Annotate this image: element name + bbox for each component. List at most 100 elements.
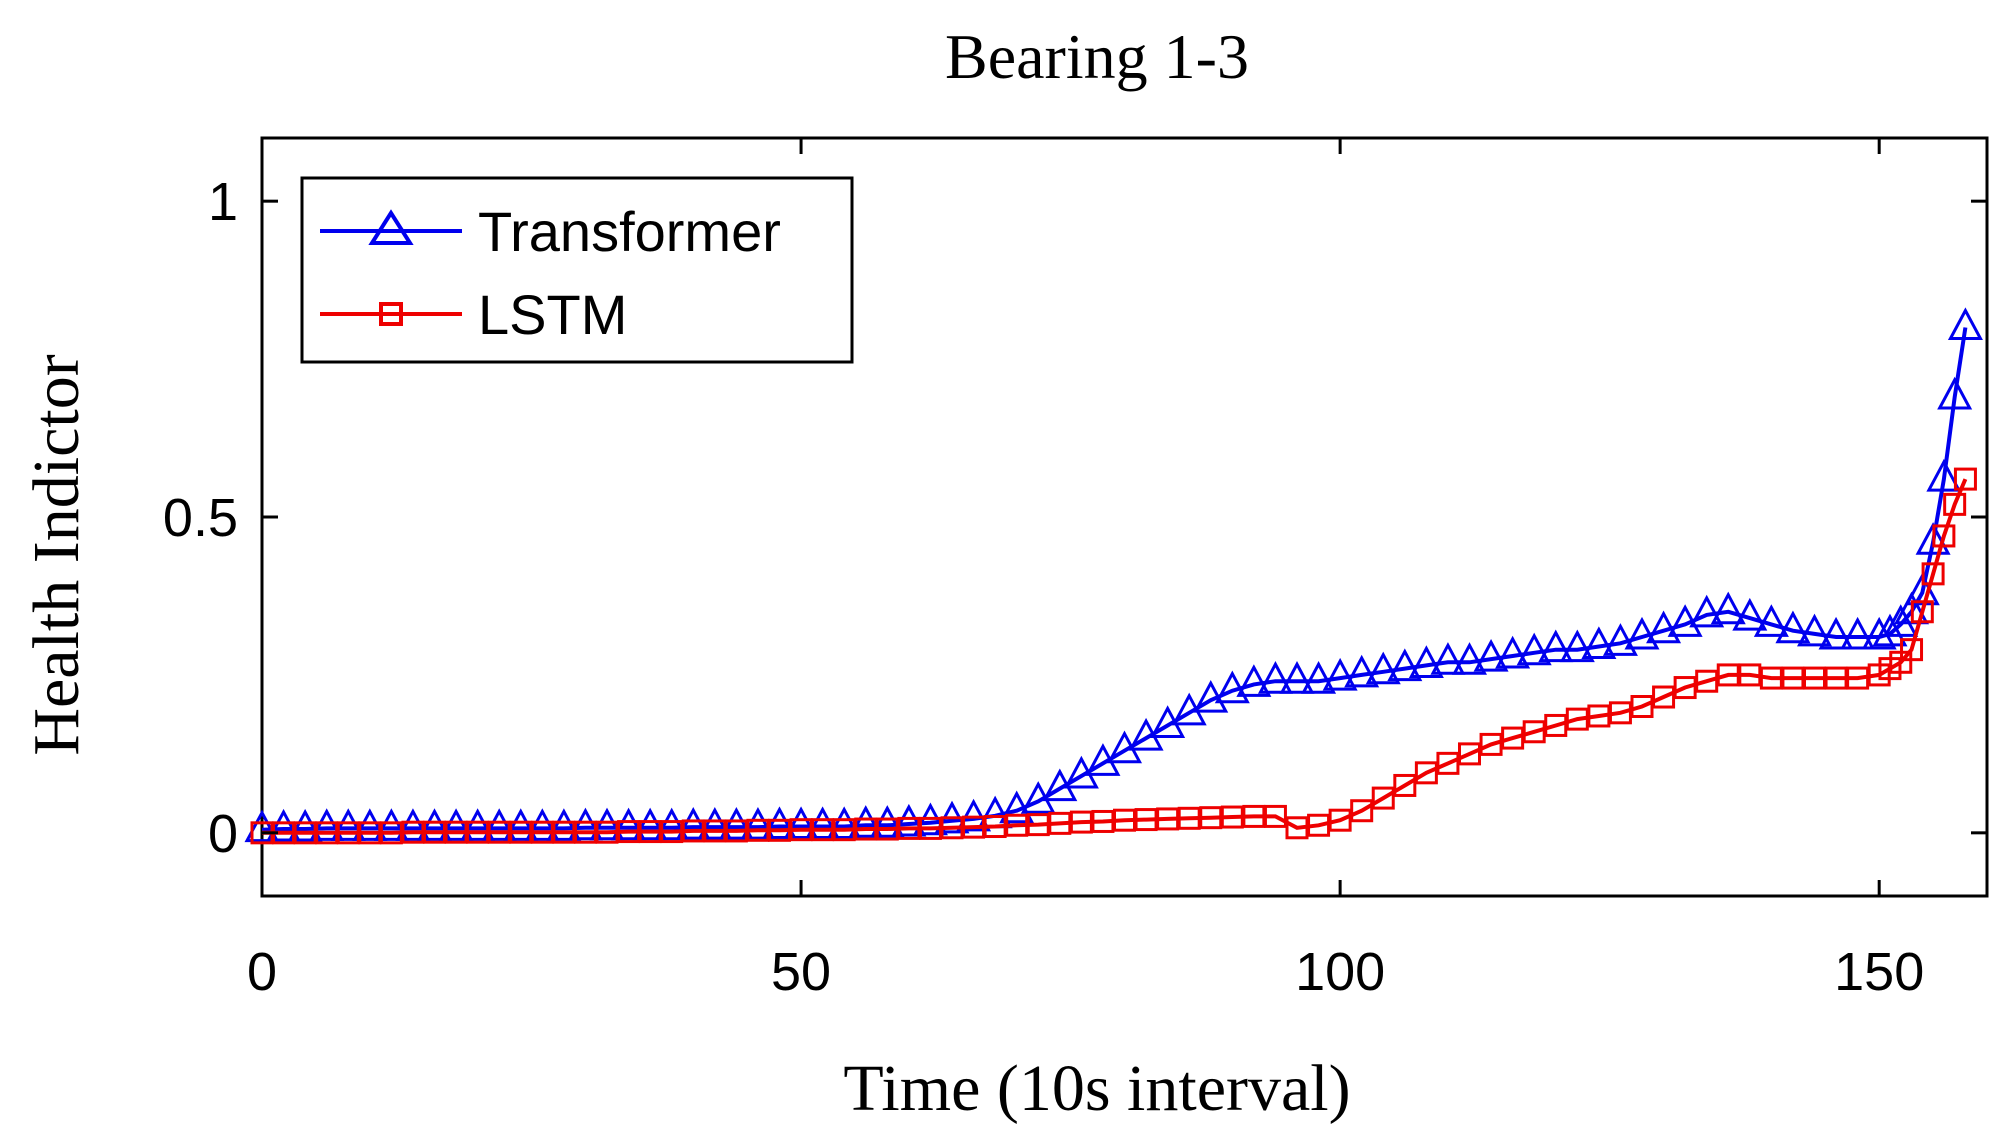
point-transformer xyxy=(1937,376,1973,410)
point-lstm xyxy=(552,820,576,844)
point-lstm xyxy=(293,821,317,845)
point-lstm xyxy=(1608,701,1632,725)
point-lstm xyxy=(1759,666,1783,690)
point-transformer xyxy=(546,808,582,841)
point-transformer xyxy=(1818,616,1854,650)
point-lstm xyxy=(336,821,360,845)
point-transformer xyxy=(416,808,453,841)
point-transformer xyxy=(287,808,323,842)
legend: Transformer LSTM xyxy=(300,176,854,364)
point-lstm xyxy=(875,817,899,841)
point-lstm xyxy=(1910,600,1934,624)
point-transformer xyxy=(1796,613,1833,647)
point-lstm xyxy=(897,816,921,840)
point-lstm xyxy=(379,821,403,845)
point-transformer xyxy=(1840,616,1876,650)
point-transformer xyxy=(460,808,496,841)
point-transformer xyxy=(1581,626,1617,659)
point-transformer xyxy=(1624,616,1660,650)
point-lstm xyxy=(1921,562,1945,586)
point-transformer xyxy=(891,803,927,837)
point-lstm xyxy=(854,817,878,841)
point-lstm xyxy=(423,820,446,844)
point-transformer xyxy=(1451,642,1488,675)
point-lstm xyxy=(466,820,490,844)
point-transformer xyxy=(567,807,603,841)
point-lstm xyxy=(1738,663,1762,687)
point-lstm xyxy=(1846,666,1870,690)
point-lstm xyxy=(530,820,554,844)
point-transformer xyxy=(1322,657,1358,691)
point-transformer xyxy=(266,808,302,842)
point-lstm xyxy=(1565,707,1589,731)
point-transformer xyxy=(1495,635,1531,669)
point-transformer xyxy=(1301,661,1337,694)
point-lstm xyxy=(617,820,641,844)
point-transformer xyxy=(244,809,280,843)
point-lstm xyxy=(1479,732,1503,756)
point-transformer xyxy=(1279,661,1315,694)
point-lstm xyxy=(1091,809,1115,833)
point-lstm xyxy=(1328,808,1352,832)
chart-title: Bearing 1-3 xyxy=(945,21,1249,92)
point-lstm xyxy=(358,821,382,845)
point-lstm xyxy=(1544,713,1568,737)
point-lstm xyxy=(832,818,856,842)
point-lstm xyxy=(1048,811,1072,835)
point-lstm xyxy=(315,821,339,845)
x-tick-label: 100 xyxy=(1295,942,1385,1002)
point-transformer xyxy=(1365,651,1401,685)
point-lstm xyxy=(1307,813,1331,837)
y-tick-label: 0.5 xyxy=(163,488,238,548)
point-transformer xyxy=(1473,638,1509,672)
point-lstm xyxy=(1458,742,1481,766)
point-transformer xyxy=(1516,632,1552,666)
point-transformer xyxy=(330,808,366,841)
point-lstm xyxy=(1005,813,1029,837)
point-transformer xyxy=(1387,648,1423,682)
point-lstm xyxy=(638,820,662,844)
point-transformer xyxy=(1926,458,1962,492)
point-lstm xyxy=(724,819,748,843)
point-lstm xyxy=(1716,663,1740,687)
point-lstm xyxy=(1113,808,1136,832)
point-lstm xyxy=(1943,492,1967,516)
point-transformer xyxy=(1646,610,1682,644)
point-transformer xyxy=(373,808,409,841)
legend-item-lstm: LSTM xyxy=(320,283,627,346)
point-lstm xyxy=(1522,720,1546,744)
point-lstm xyxy=(940,816,964,840)
point-lstm xyxy=(1263,804,1287,828)
point-lstm xyxy=(1932,524,1956,548)
point-transformer xyxy=(697,806,733,840)
point-transformer xyxy=(1872,613,1908,647)
point-lstm xyxy=(1630,695,1654,718)
point-lstm xyxy=(746,818,770,842)
point-lstm xyxy=(1350,799,1374,823)
point-transformer xyxy=(1559,629,1595,663)
legend-marker-transformer xyxy=(368,209,414,245)
point-lstm xyxy=(595,820,619,844)
point-transformer xyxy=(654,807,690,841)
point-lstm xyxy=(444,820,468,844)
point-transformer xyxy=(848,805,884,838)
point-transformer xyxy=(524,808,560,841)
point-lstm xyxy=(768,818,791,842)
point-lstm xyxy=(1652,685,1676,709)
point-lstm xyxy=(1695,669,1719,693)
point-lstm xyxy=(1393,773,1417,797)
point-transformer xyxy=(1408,645,1444,678)
point-lstm xyxy=(1900,638,1924,662)
point-transformer xyxy=(1257,661,1293,694)
x-tick-label: 150 xyxy=(1834,942,1924,1002)
point-lstm xyxy=(703,819,727,843)
point-transformer xyxy=(1915,522,1951,555)
point-transformer xyxy=(1947,307,1983,340)
point-lstm xyxy=(1069,810,1093,834)
point-lstm xyxy=(1177,806,1201,830)
point-lstm xyxy=(983,815,1007,839)
point-transformer xyxy=(1689,594,1725,628)
point-transformer xyxy=(783,806,819,840)
point-transformer xyxy=(1538,629,1574,663)
